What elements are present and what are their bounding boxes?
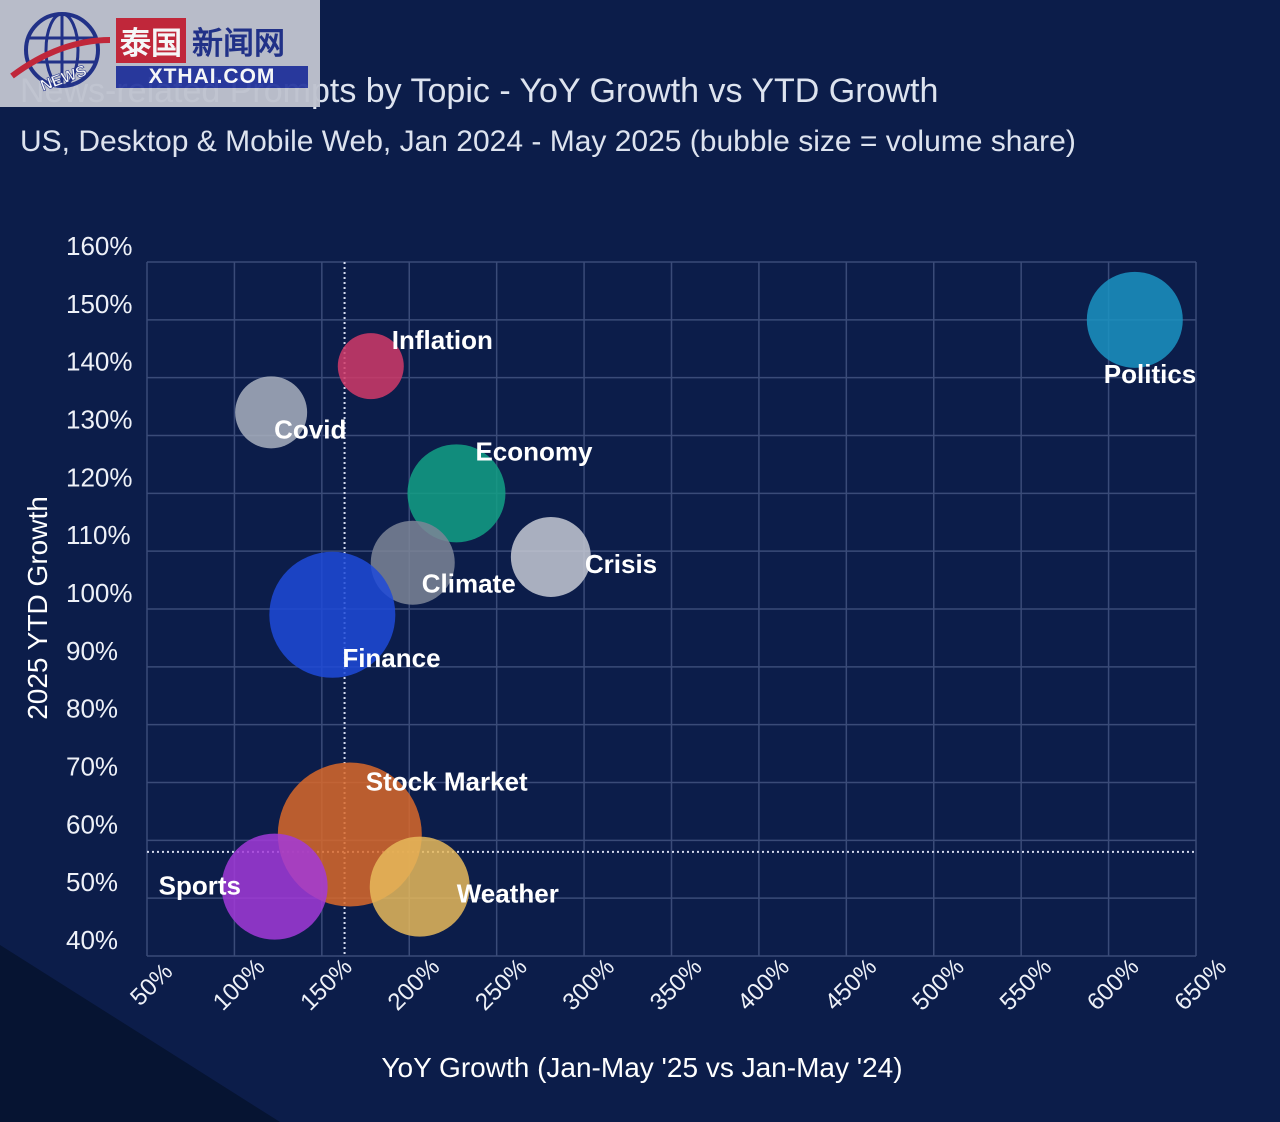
y-tick-label: 110% bbox=[66, 520, 131, 550]
bubble-climate[interactable] bbox=[370, 520, 455, 605]
y-tick-label: 100% bbox=[66, 578, 133, 608]
y-tick-label: 70% bbox=[66, 752, 118, 782]
logo-chinese-name: 泰国 新闻网 bbox=[116, 17, 285, 63]
bubble-covid[interactable] bbox=[235, 376, 308, 449]
x-tick-label: 100% bbox=[208, 953, 271, 1016]
logo-cn-rest: 新闻网 bbox=[192, 25, 285, 62]
y-axis-label: 2025 YTD Growth bbox=[22, 496, 53, 720]
bubble-label: Inflation bbox=[392, 325, 493, 355]
logo-badge-text: NEWS bbox=[38, 63, 89, 96]
x-axis-ticks: 50% 100% 150% 200% 250% 300% 350% 400% 450% 500% 5… bbox=[125, 953, 1232, 1016]
bubble-label: Economy bbox=[475, 436, 593, 466]
y-tick-label: 150% bbox=[66, 289, 133, 319]
x-tick-label: 450% bbox=[820, 953, 883, 1016]
logo-domain: XTHAI.COM bbox=[116, 66, 308, 88]
x-tick-label: 600% bbox=[1082, 953, 1145, 1016]
site-logo[interactable]: NEWS 泰国 新闻网 XTHAI.COM bbox=[0, 0, 320, 107]
bubble-label: Politics bbox=[1104, 359, 1196, 389]
x-tick-label: 50% bbox=[125, 958, 178, 1011]
x-tick-label: 400% bbox=[732, 953, 795, 1016]
y-tick-label: 80% bbox=[66, 694, 118, 724]
x-tick-label: 150% bbox=[295, 953, 358, 1016]
bubble-label: Weather bbox=[457, 879, 559, 909]
y-tick-label: 160% bbox=[66, 231, 133, 261]
bubble-label: Climate bbox=[422, 569, 516, 599]
chart-subtitle: US, Desktop & Mobile Web, Jan 2024 - May… bbox=[20, 125, 1076, 158]
bubble-sports[interactable] bbox=[221, 833, 328, 940]
bubble-finance[interactable] bbox=[269, 551, 396, 678]
bubble-label: Sports bbox=[159, 871, 241, 901]
y-tick-label: 130% bbox=[66, 405, 133, 435]
bubbles bbox=[221, 271, 1183, 940]
bubble-label: Covid bbox=[274, 414, 346, 444]
bubble-crisis[interactable] bbox=[510, 516, 591, 597]
y-tick-label: 140% bbox=[66, 347, 133, 377]
bubble-label: Crisis bbox=[585, 549, 657, 579]
y-tick-label: 120% bbox=[66, 462, 133, 492]
x-tick-label: 350% bbox=[645, 953, 708, 1016]
bubble-inflation[interactable] bbox=[337, 333, 404, 400]
x-tick-label: 250% bbox=[470, 953, 533, 1016]
y-tick-label: 50% bbox=[66, 867, 118, 897]
bubble-politics[interactable] bbox=[1086, 271, 1183, 368]
x-tick-label: 650% bbox=[1169, 953, 1232, 1016]
x-tick-label: 300% bbox=[558, 953, 621, 1016]
x-tick-label: 500% bbox=[907, 953, 970, 1016]
bubble-economy[interactable] bbox=[407, 444, 506, 543]
bubble-label: Finance bbox=[342, 643, 440, 673]
y-tick-label: 60% bbox=[66, 809, 118, 839]
globe-icon: NEWS bbox=[10, 12, 111, 96]
x-axis-label: YoY Growth (Jan-May '25 vs Jan-May '24) bbox=[381, 1052, 902, 1083]
y-tick-label: 40% bbox=[66, 925, 118, 955]
x-tick-label: 200% bbox=[383, 953, 446, 1016]
bubble-labels: Politics Inflation Covid Economy Crisis Clima… bbox=[159, 325, 1197, 909]
y-tick-label: 90% bbox=[66, 636, 118, 666]
bubble-weather[interactable] bbox=[369, 836, 470, 937]
y-axis-ticks: 160% 150% 140% 130% 120% 110% 100% 90% 80% 70% 60%… bbox=[66, 231, 133, 955]
x-tick-label: 550% bbox=[995, 953, 1058, 1016]
bubble-label: Stock Market bbox=[366, 767, 528, 797]
logo-cn-highlight: 泰国 bbox=[116, 17, 186, 63]
